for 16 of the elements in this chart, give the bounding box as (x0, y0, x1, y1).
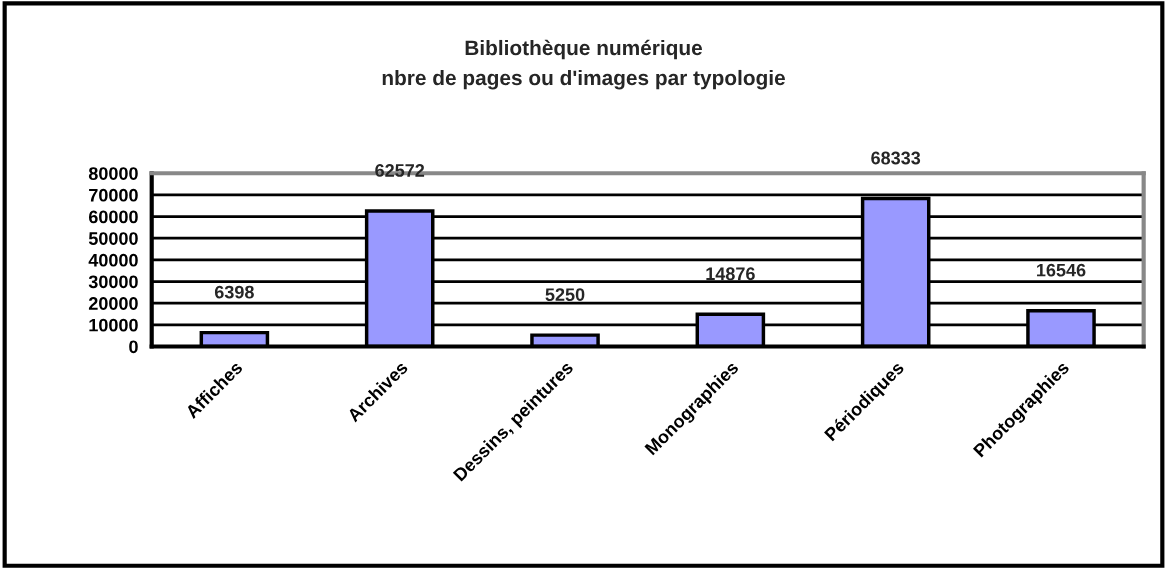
data-label: 16546 (1037, 263, 1086, 277)
y-tick-label: 30000 (88, 275, 138, 289)
y-tick-label: 70000 (89, 188, 138, 202)
data-label: 14876 (706, 267, 755, 281)
y-tick-label: 80000 (88, 167, 138, 180)
data-label: 68333 (871, 151, 921, 165)
y-tick-label: 40000 (88, 253, 138, 267)
y-tick-label: 10000 (89, 318, 138, 332)
y-tick-label: 20000 (88, 297, 138, 310)
y-tick-label: 60000 (88, 210, 138, 224)
chart-title: Bibliothèque numérique nbre de pages ou d'images par typologie (382, 39, 785, 90)
data-label: 6398 (214, 285, 254, 299)
y-tick-label: 50000 (88, 232, 138, 245)
y-tick-label: 0 (129, 340, 138, 354)
data-label: 5250 (545, 288, 585, 301)
data-label: 62572 (375, 164, 425, 177)
